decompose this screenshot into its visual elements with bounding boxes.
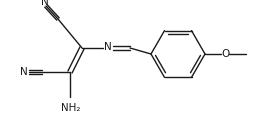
Text: O: O <box>221 49 229 59</box>
Text: CH₃: CH₃ <box>253 49 254 59</box>
Text: N: N <box>20 67 28 77</box>
Text: NH₂: NH₂ <box>61 103 81 113</box>
Text: N: N <box>104 42 112 52</box>
Text: N: N <box>41 0 49 7</box>
